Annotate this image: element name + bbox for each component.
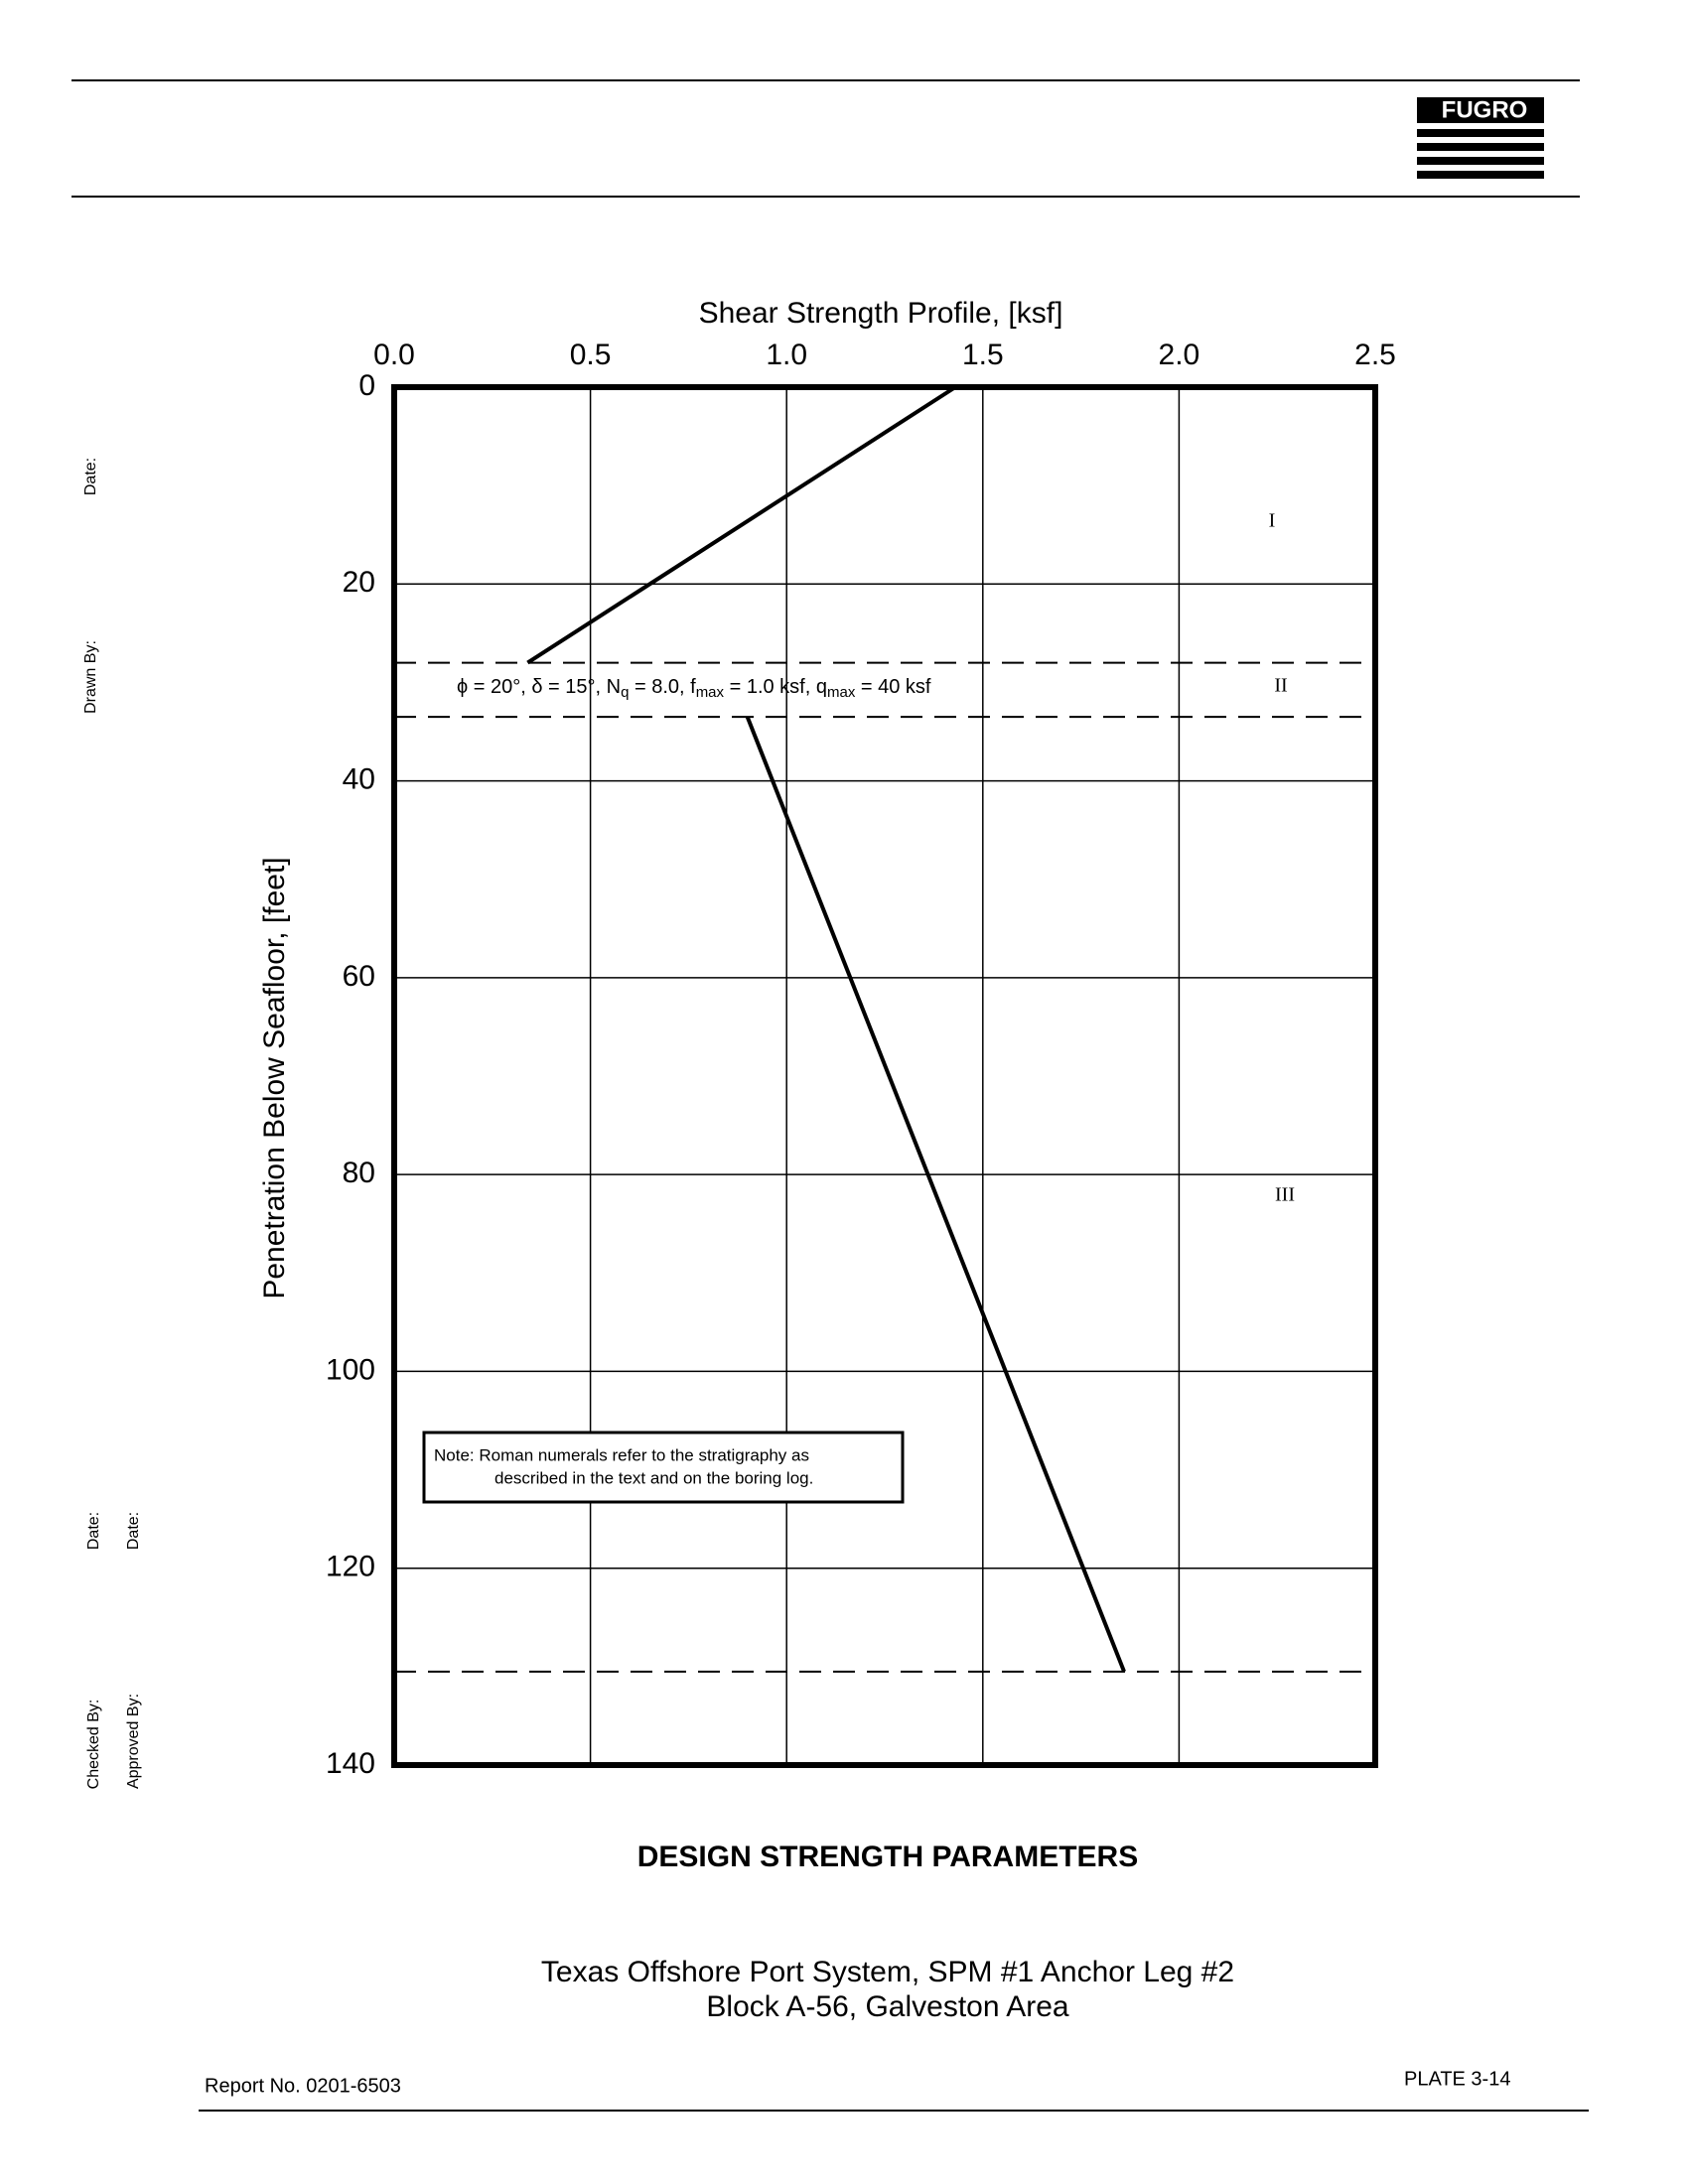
note-text: Note: Roman numerals refer to the strati… [434, 1445, 809, 1464]
y-tick-label: 0 [358, 369, 375, 402]
report-number: Report No. 0201-6503 [205, 2075, 401, 2097]
annotation-text: = 8.0, f [629, 676, 696, 698]
signoff-label: Date: [125, 1512, 142, 1550]
logo: FUGRO [1417, 96, 1544, 179]
x-tick-label: 0.5 [570, 339, 612, 371]
strength-line [745, 716, 1126, 1673]
x-tick-label: 2.0 [1159, 339, 1200, 371]
logo-stripe [1417, 143, 1544, 151]
annotation-subscript: max [696, 684, 725, 701]
annotation-subscript: max [827, 684, 856, 701]
y-tick-label: 20 [343, 566, 375, 599]
x-axis-title: Shear Strength Profile, [ksf] [699, 297, 1063, 330]
strength-line [526, 385, 957, 665]
y-tick-label: 60 [343, 960, 375, 993]
annotation-text: = 1.0 ksf, q [724, 676, 827, 698]
logo-stripe [1417, 171, 1544, 179]
y-tick-label: 40 [343, 762, 375, 795]
y-tick-label: 100 [326, 1353, 375, 1386]
plate-number: PLATE 3-14 [1404, 2068, 1510, 2090]
signoff-label: Drawn By: [82, 640, 99, 714]
parameter-annotation: ϕ = 20°, δ = 15°, Nq = 8.0, fmax = 1.0 k… [457, 676, 931, 701]
logo-text: FUGRO [1442, 96, 1528, 123]
signoff-label: Approved By: [125, 1694, 142, 1789]
signoff-label: Date: [82, 458, 99, 495]
x-tick-label: 0.0 [373, 339, 415, 371]
plate-subtitle: Block A-56, Galveston Area [706, 1990, 1069, 2023]
plate-subtitle: Texas Offshore Port System, SPM #1 Ancho… [541, 1956, 1234, 1988]
annotation-text: = 40 ksf [855, 676, 931, 698]
annotation-text: ϕ = 20°, δ = 15°, N [457, 676, 621, 698]
logo-bar [1417, 97, 1544, 123]
stratum-label: II [1274, 675, 1287, 697]
y-tick-label: 120 [326, 1551, 375, 1583]
plate-title: DESIGN STRENGTH PARAMETERS [637, 1841, 1138, 1873]
y-tick-label: 80 [343, 1157, 375, 1189]
plot-frame [391, 384, 1378, 1768]
y-tick-label: 140 [326, 1747, 375, 1780]
x-tick-label: 2.5 [1354, 339, 1396, 371]
stratum-label: III [1275, 1184, 1295, 1206]
y-axis-title: Penetration Below Seafloor, [feet] [258, 857, 291, 1298]
x-tick-label: 1.5 [962, 339, 1004, 371]
annotation-subscript: q [621, 684, 629, 701]
signoff-label: Checked By: [85, 1700, 102, 1790]
stratum-label: I [1269, 510, 1276, 532]
signoff-label: Date: [85, 1512, 102, 1550]
logo-stripe [1417, 129, 1544, 137]
note-box [422, 1431, 905, 1504]
note-text: described in the text and on the boring … [494, 1468, 813, 1487]
logo-stripe [1417, 157, 1544, 165]
x-tick-label: 1.0 [766, 339, 807, 371]
